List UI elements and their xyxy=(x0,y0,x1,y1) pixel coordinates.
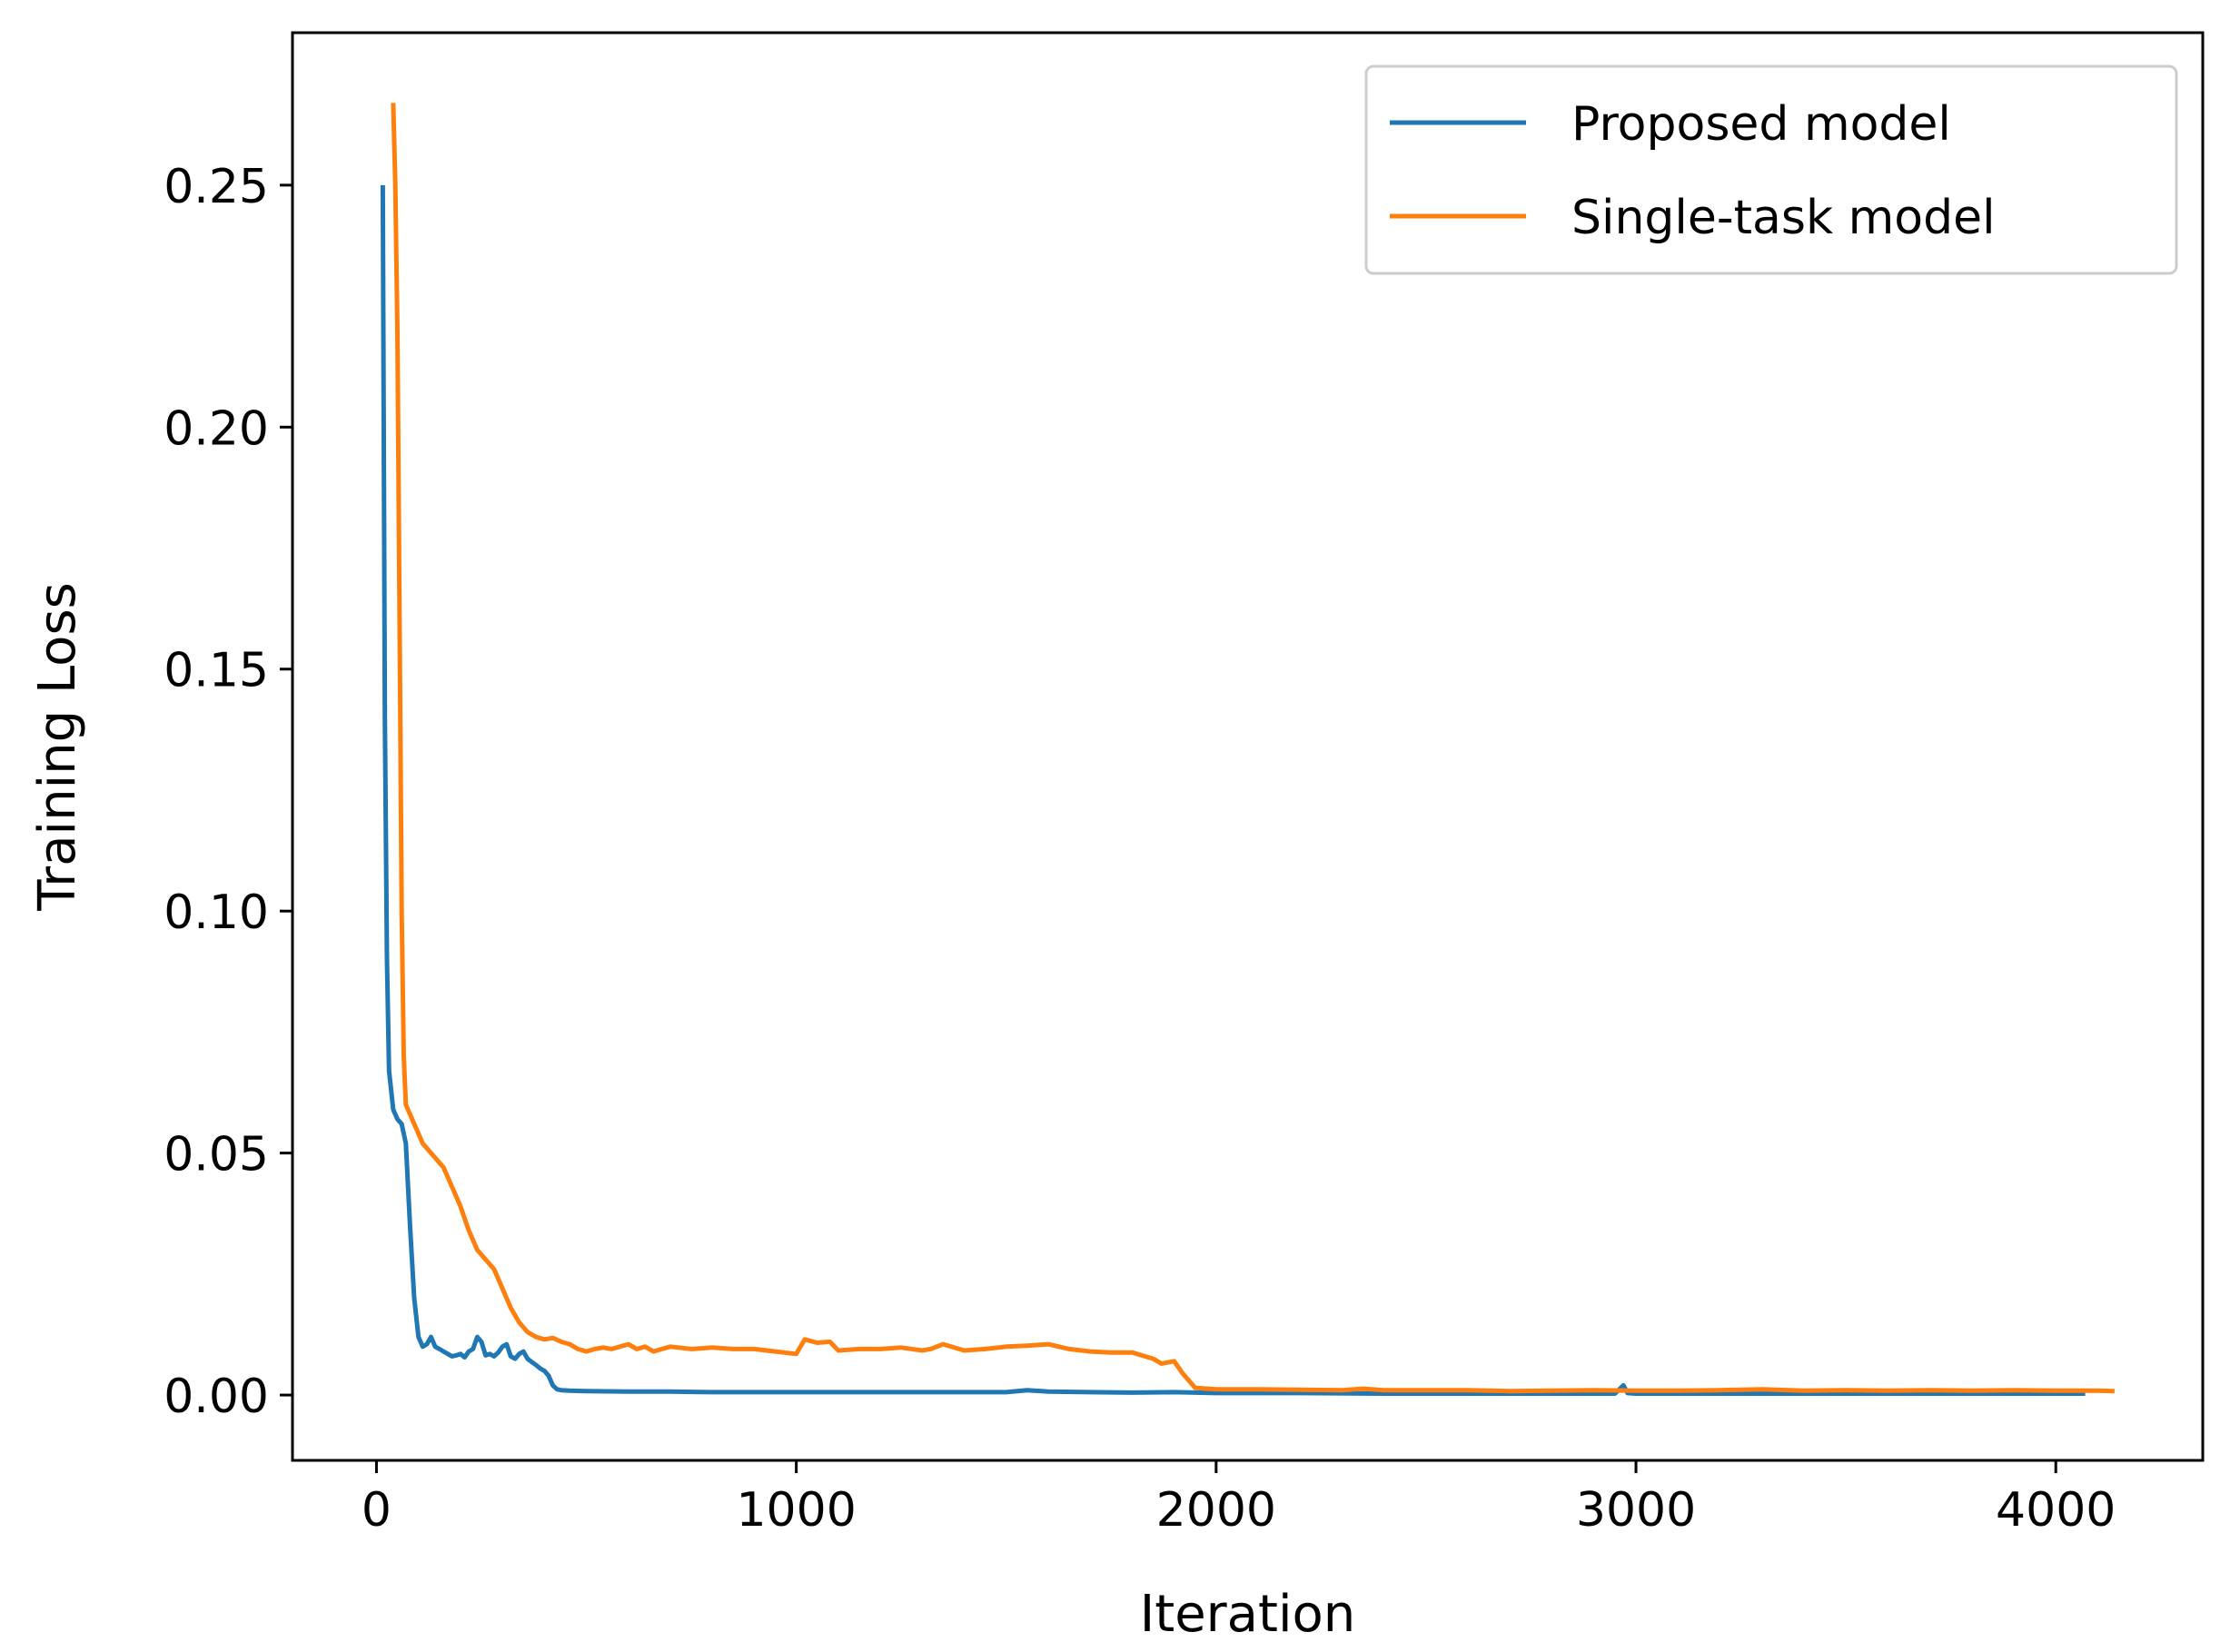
y-tick-label: 0.00 xyxy=(164,1370,269,1424)
y-axis-title: Training Loss xyxy=(28,582,87,912)
series-lines xyxy=(380,103,2115,1396)
y-tick-label: 0.20 xyxy=(164,401,269,456)
y-tick-label: 0.10 xyxy=(164,885,269,940)
y-axis-ticks: 0.00 0.05 0.10 0.15 0.20 0.25 xyxy=(164,160,292,1424)
x-axis-ticks: 0 1000 2000 3000 4000 xyxy=(362,1460,2116,1538)
y-tick-label: 0.05 xyxy=(164,1128,269,1182)
legend: Proposed model Single-task model xyxy=(1364,64,2178,275)
x-axis-title: Iteration xyxy=(1140,1585,1356,1644)
x-tick-label: 0 xyxy=(362,1483,391,1538)
x-tick-label: 1000 xyxy=(736,1483,856,1538)
legend-box xyxy=(1364,64,2178,275)
series-line-single-task-model xyxy=(391,103,2115,1394)
x-tick-label: 4000 xyxy=(1996,1483,2116,1538)
x-tick-label: 3000 xyxy=(1576,1483,1696,1538)
legend-label-proposed-model: Proposed model xyxy=(1571,97,1951,152)
y-tick-label: 0.25 xyxy=(164,160,269,214)
x-tick-label: 2000 xyxy=(1156,1483,1276,1538)
series-line-proposed-model xyxy=(380,184,2086,1396)
legend-label-single-task-model: Single-task model xyxy=(1571,191,1996,245)
y-tick-label: 0.15 xyxy=(164,644,269,698)
plot-area-frame xyxy=(291,31,2205,1462)
